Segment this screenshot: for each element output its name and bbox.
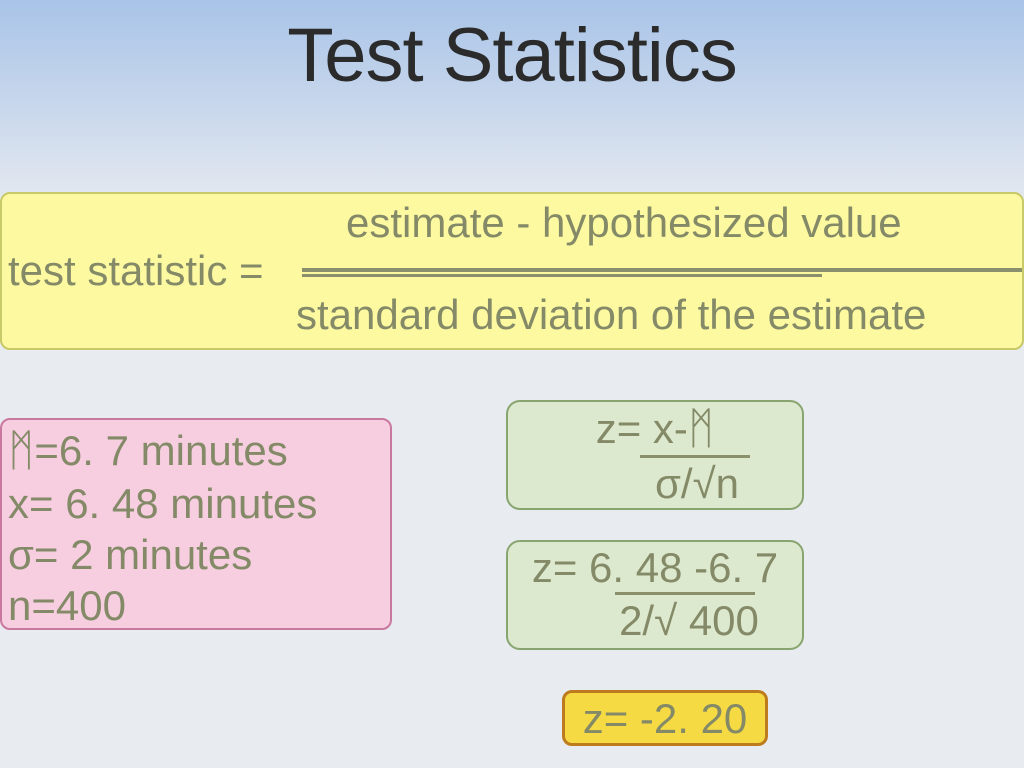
mu-symbol: ᛗ	[8, 426, 34, 475]
formula-numerator: estimate - hypothesized value	[346, 202, 902, 244]
z-result-value: z= -2. 20	[583, 695, 748, 742]
given-mu-line: ᛗ=6. 7 minutes	[8, 424, 384, 478]
given-sigma-line: σ= 2 minutes	[8, 529, 384, 580]
z-formula-box: z= x-ᛗ σ/√n	[506, 400, 804, 510]
z-calc-numerator: z= 6. 48 -6. 7	[508, 544, 802, 592]
z-calc-denominator: 2/√ 400	[542, 597, 836, 645]
formula-box: test statistic = estimate - hypothesized…	[0, 192, 1024, 350]
given-x-line: x= 6. 48 minutes	[8, 478, 384, 529]
slide-title: Test Statistics	[0, 12, 1024, 99]
z-formula-denominator: σ/√n	[550, 460, 844, 508]
formula-left: test statistic =	[8, 250, 264, 292]
z-calculation-box: z= 6. 48 -6. 7 2/√ 400	[506, 540, 804, 650]
slide: Test Statistics test statistic = estimat…	[0, 0, 1024, 768]
given-values-box: ᛗ=6. 7 minutes x= 6. 48 minutes σ= 2 min…	[0, 418, 392, 630]
fraction-line	[640, 455, 750, 458]
given-n-line: n=400	[8, 580, 384, 631]
fraction-line	[302, 268, 1022, 272]
formula-denominator: standard deviation of the estimate	[296, 294, 926, 336]
fraction-line-2	[302, 274, 822, 277]
z-formula-numerator: z= x-ᛗ	[508, 404, 802, 455]
mu-symbol: ᛗ	[688, 404, 714, 453]
fraction-line	[615, 592, 755, 595]
z-result-box: z= -2. 20	[562, 690, 768, 746]
